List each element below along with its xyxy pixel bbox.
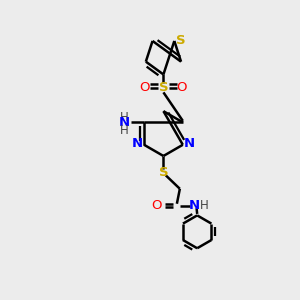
Text: O: O: [140, 81, 150, 94]
Text: N: N: [132, 137, 143, 150]
Text: S: S: [159, 166, 168, 179]
Text: N: N: [189, 199, 200, 212]
Text: O: O: [177, 81, 187, 94]
Text: N: N: [118, 116, 130, 129]
Text: H: H: [200, 199, 209, 212]
Text: H: H: [120, 111, 128, 124]
Text: H: H: [120, 124, 128, 137]
Text: S: S: [176, 34, 186, 47]
Text: N: N: [184, 137, 195, 150]
Text: S: S: [159, 81, 168, 94]
Text: O: O: [151, 199, 162, 212]
